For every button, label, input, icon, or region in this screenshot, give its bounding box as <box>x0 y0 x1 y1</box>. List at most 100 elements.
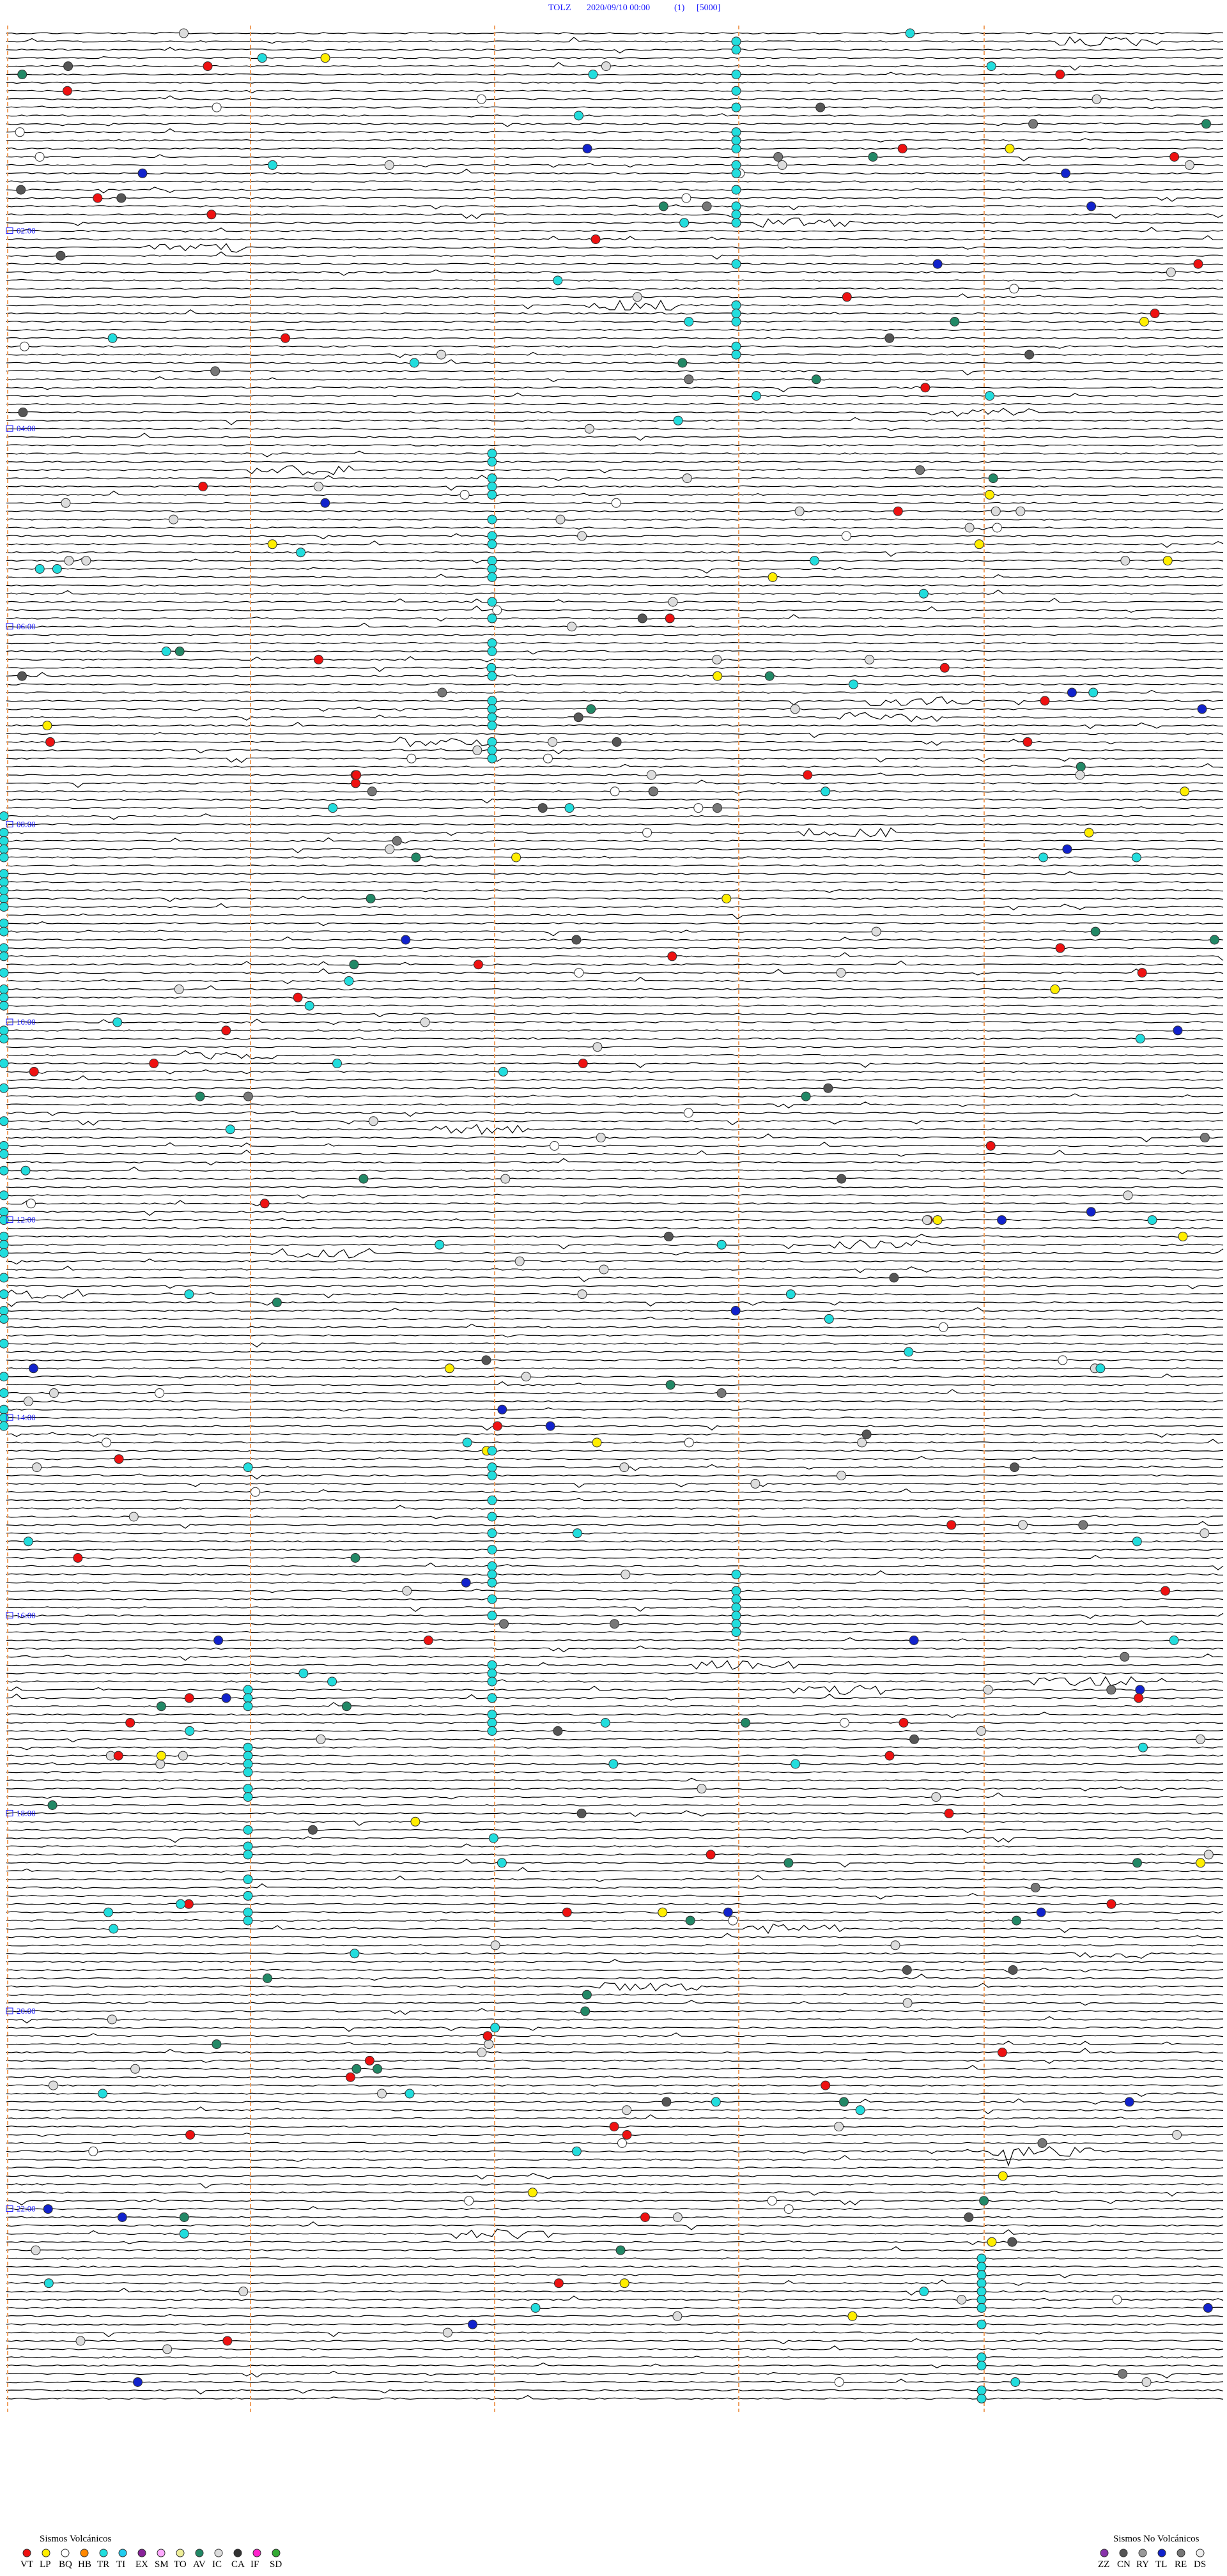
event <box>487 572 497 582</box>
event <box>576 1808 587 1818</box>
trace <box>6 921 1224 926</box>
event <box>19 341 29 351</box>
legend-code: ZZ <box>1098 2559 1109 2570</box>
event <box>697 1784 707 1794</box>
scale: [5000] <box>697 3 720 13</box>
legend-code: CN <box>1117 2559 1131 2570</box>
trace <box>6 2106 1224 2115</box>
event <box>0 943 9 953</box>
event <box>486 663 497 673</box>
event <box>500 1174 511 1184</box>
trace <box>6 1124 1224 1135</box>
trace <box>6 518 1223 521</box>
trace <box>6 2190 1224 2197</box>
event <box>731 1594 741 1604</box>
trace <box>6 1266 1224 1273</box>
event <box>350 1553 360 1563</box>
event <box>553 1726 563 1736</box>
event <box>221 1025 231 1036</box>
trace <box>6 385 1224 392</box>
event <box>267 539 277 549</box>
event <box>514 1256 525 1266</box>
event <box>487 1710 497 1720</box>
legend-title: Sismos Volcánicos <box>40 2534 112 2544</box>
event <box>1203 2303 1213 2313</box>
time-label: 18:00 <box>17 1808 36 1818</box>
trace <box>6 1004 1224 1007</box>
trace <box>6 1018 1224 1025</box>
event <box>169 514 178 525</box>
event <box>498 1066 508 1077</box>
trace <box>6 1933 1224 1938</box>
trace <box>6 806 1224 809</box>
event <box>243 1751 253 1761</box>
event <box>857 1438 867 1448</box>
trace <box>6 2084 1224 2087</box>
trace <box>6 712 1224 723</box>
event <box>997 1215 1007 1225</box>
trace <box>6 1828 1224 1834</box>
trace <box>6 1804 1224 1807</box>
event <box>790 704 800 714</box>
trace <box>6 2065 1224 2071</box>
event <box>976 2270 987 2280</box>
trace <box>6 1653 1224 1661</box>
event <box>731 144 741 154</box>
event <box>162 2344 173 2354</box>
event <box>553 275 563 286</box>
trace <box>6 180 1224 183</box>
event <box>405 2089 415 2099</box>
event <box>713 671 723 681</box>
legend-code: TI <box>116 2559 125 2570</box>
event <box>931 1792 941 1802</box>
event <box>490 2023 500 2033</box>
trace <box>6 614 1224 622</box>
event <box>1028 119 1038 129</box>
trace <box>6 551 1224 557</box>
event <box>156 1751 166 1761</box>
event <box>487 1446 497 1456</box>
trace <box>6 1289 1224 1299</box>
event <box>1132 1537 1142 1547</box>
trace <box>6 772 1224 776</box>
trace <box>6 1120 1224 1126</box>
trace <box>6 1012 1224 1018</box>
event <box>184 1289 194 1300</box>
event <box>81 556 91 566</box>
event <box>731 317 741 326</box>
event <box>991 506 1001 516</box>
event <box>487 1577 497 1588</box>
event <box>1166 267 1176 277</box>
event <box>731 1619 741 1629</box>
trace <box>6 707 1224 712</box>
event <box>0 877 9 887</box>
trace <box>6 748 1224 755</box>
event <box>98 2089 108 2099</box>
event <box>677 358 688 368</box>
trace <box>6 187 1224 194</box>
event <box>1008 1965 1018 1975</box>
trace <box>6 309 1224 315</box>
event <box>731 102 741 112</box>
event <box>731 1586 741 1596</box>
event <box>976 2262 987 2272</box>
trace <box>6 1284 1224 1289</box>
event <box>243 1693 253 1703</box>
event <box>487 745 497 755</box>
event <box>983 1685 993 1695</box>
event <box>909 1734 919 1744</box>
event <box>768 572 778 582</box>
trace <box>6 2048 1224 2054</box>
event <box>731 341 741 351</box>
event <box>847 2311 858 2321</box>
event <box>684 374 694 385</box>
event <box>461 1577 471 1588</box>
trace <box>6 2000 1224 2006</box>
datetime: 2020/09/10 00:00 <box>587 3 650 13</box>
event <box>667 951 677 962</box>
event <box>155 1388 165 1398</box>
event <box>550 1141 560 1151</box>
event <box>0 1314 9 1324</box>
event <box>436 349 446 360</box>
event <box>487 1569 497 1579</box>
